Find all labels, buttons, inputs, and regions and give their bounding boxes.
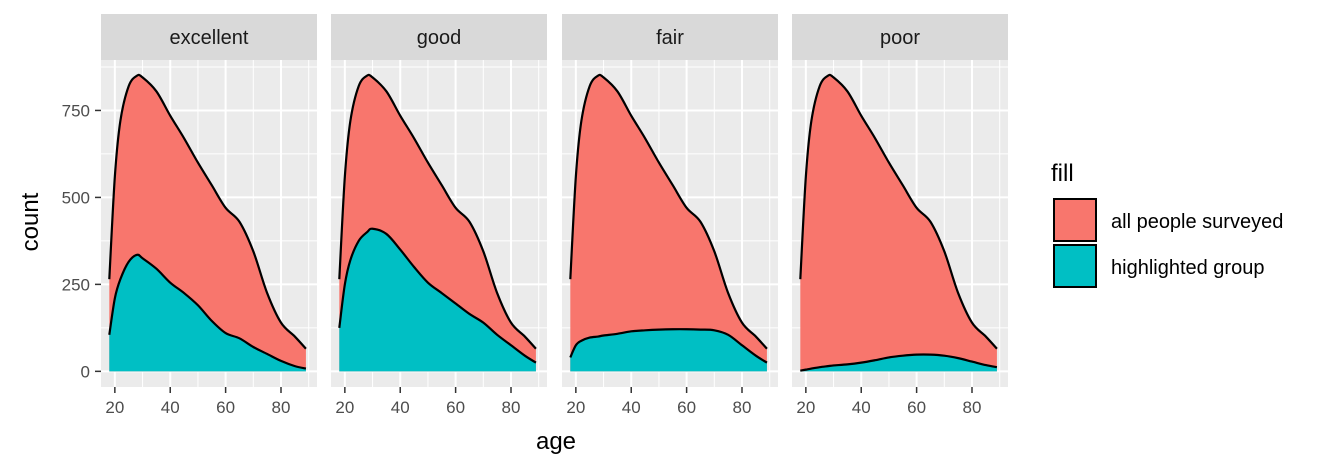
facet-strip [792,14,1008,60]
x-tick-label: 40 [622,398,641,417]
facet-panel-good: good 20 40 60 80 [331,14,547,417]
y-tick-label: 500 [62,188,90,207]
facet-strip [562,14,778,60]
facet-strip-label: fair [656,27,684,49]
highlighted-group-area [109,254,306,372]
x-tick-label: 40 [161,398,180,417]
legend-key-highlighted-group [1053,244,1097,288]
x-axis-title: age [536,428,576,455]
x-tick-label: 20 [566,398,585,417]
y-axis-title: count [17,192,44,251]
highlighted-group-outline [108,253,307,370]
x-tick-label: 60 [677,398,696,417]
facet-strip [331,14,547,60]
x-tick-label: 20 [796,398,815,417]
y-tick-label: 250 [62,275,90,294]
x-tick-label: 60 [216,398,235,417]
highlighted-group-outline [569,328,768,364]
x-tick-label: 40 [391,398,410,417]
x-tick-label: 80 [272,398,291,417]
x-tick-label: 80 [963,398,982,417]
y-tick-label: 750 [62,101,90,120]
x-tick-label: 80 [733,398,752,417]
highlighted-group-outline [800,353,998,372]
facet-strip-label: excellent [170,27,249,49]
facet-strip-label: good [417,27,462,49]
all-people-surveyed-outline [338,73,537,350]
x-tick-label: 20 [105,398,124,417]
facet-panel-poor: poor 20 40 60 80 [792,14,1008,417]
facet-panel-excellent: excellent 20 40 60 80 [101,14,317,417]
facet-strip-label: poor [880,27,920,49]
x-tick-label: 60 [907,398,926,417]
highlighted-group-outline [338,227,537,364]
legend-title: fill [1051,160,1074,187]
all-people-surveyed-area [800,74,997,372]
x-tick-label: 60 [446,398,465,417]
x-tick-label: 80 [502,398,521,417]
legend-key-all-people-surveyed [1053,198,1097,242]
all-people-surveyed-outline [108,73,307,350]
facet-panel-fair: fair 20 40 60 80 [562,14,778,417]
legend: fill all people surveyed highlighted gro… [1051,160,1283,288]
legend-label-all-people-surveyed: all people surveyed [1111,211,1283,233]
highlighted-group-area [570,329,767,372]
all-people-surveyed-outline [569,73,768,350]
x-tick-label: 40 [852,398,871,417]
facet-panels: excellent 20 40 60 80 good 20 40 60 80 fair 20 40 60 8… [101,14,1008,417]
all-people-surveyed-area [570,74,767,372]
y-axis: 0 250 500 750 [62,101,101,381]
y-tick-label: 0 [81,362,90,381]
highlighted-group-area [800,354,997,372]
legend-label-highlighted-group: highlighted group [1111,257,1264,279]
all-people-surveyed-outline [799,73,998,350]
x-tick-label: 20 [335,398,354,417]
highlighted-group-area [339,228,536,372]
facet-strip [101,14,317,60]
